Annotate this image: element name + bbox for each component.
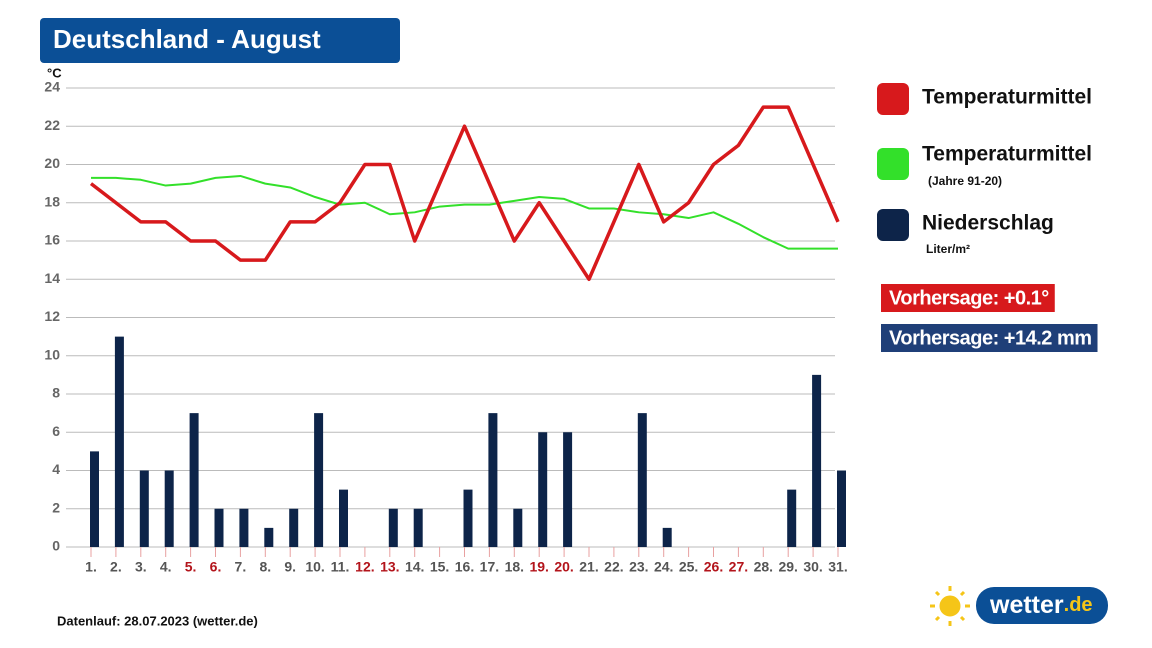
bar — [90, 451, 99, 547]
bar — [314, 413, 324, 547]
x-tick-label: 5. — [185, 559, 197, 575]
y-tick-label: 2 — [52, 499, 60, 515]
bar — [563, 432, 573, 547]
x-tick-label: 14. — [405, 559, 424, 575]
x-tick-label: 20. — [554, 559, 573, 575]
annotation-box — [881, 324, 1098, 352]
x-tick-label: 12. — [355, 559, 374, 575]
bar — [538, 432, 548, 547]
y-tick-label: 0 — [52, 538, 60, 554]
legend-note: (Jahre 91-20) — [928, 174, 1002, 188]
x-tick-label: 17. — [480, 559, 499, 575]
legend-swatch — [877, 148, 909, 180]
x-tick-label: 25. — [679, 559, 698, 575]
legend-swatch — [877, 83, 909, 115]
bar — [413, 508, 423, 547]
logo-name: wetter — [989, 591, 1064, 619]
x-tick-label: 1. — [85, 559, 97, 575]
x-tick-label: 15. — [430, 559, 449, 575]
legend-swatch — [877, 209, 909, 241]
logo: wetter.de — [989, 591, 1093, 619]
y-tick-label: 14 — [44, 270, 60, 286]
bar — [139, 470, 149, 547]
x-tick-label: 26. — [704, 559, 723, 575]
bar — [837, 470, 846, 547]
bar — [114, 336, 124, 547]
legend-label: Niederschlag — [922, 212, 1054, 235]
x-tick-label: 7. — [235, 559, 247, 575]
bar — [239, 508, 249, 547]
x-tick-label: 18. — [505, 559, 524, 575]
x-tick-label: 27. — [729, 559, 748, 575]
annotation: Vorhersage: +0.1° — [889, 287, 1049, 309]
chart-title: Deutschland - August — [53, 24, 321, 54]
x-tick-label: 31. — [828, 559, 847, 575]
legend-label: Temperaturmittel — [922, 86, 1092, 109]
annotation-box — [881, 284, 1055, 312]
x-tick-label: 9. — [284, 559, 296, 575]
y-tick-label: 18 — [44, 193, 60, 209]
y-tick-label: 8 — [52, 385, 60, 401]
y-axis-label: °C — [47, 65, 62, 80]
y-tick-label: 6 — [52, 423, 60, 439]
legend-note: Liter/m² — [926, 242, 970, 256]
line — [91, 174, 838, 250]
x-tick-label: 30. — [803, 559, 822, 575]
x-tick-label: 19. — [529, 559, 548, 575]
y-tick-label: 12 — [44, 308, 60, 324]
title-box — [40, 18, 400, 63]
bar — [662, 527, 672, 547]
logo-box — [976, 587, 1108, 624]
x-tick-label: 3. — [135, 559, 147, 575]
x-tick-label: 29. — [778, 559, 797, 575]
x-tick-label: 8. — [259, 559, 271, 575]
logo-sun — [930, 586, 970, 626]
bar — [488, 413, 498, 547]
legend-label: Temperaturmittel — [922, 143, 1092, 166]
bar — [264, 527, 274, 547]
x-tick-label: 2. — [110, 559, 122, 575]
annotation: Vorhersage: +14.2 mm — [889, 327, 1092, 349]
x-tick-label: 22. — [604, 559, 623, 575]
x-tick-label: 16. — [455, 559, 474, 575]
x-tick-label: 21. — [579, 559, 598, 575]
footer: Datenlauf: 28.07.2023 (wetter.de) — [57, 613, 258, 628]
y-tick-label: 20 — [44, 155, 60, 171]
bar — [463, 489, 473, 547]
bar — [787, 489, 797, 547]
bar — [214, 508, 224, 547]
bar — [812, 374, 822, 547]
bar — [164, 470, 174, 547]
y-tick-label: 22 — [44, 117, 60, 133]
bar — [388, 508, 398, 547]
bar — [339, 489, 348, 547]
bar — [189, 413, 199, 547]
x-tick-label: 6. — [210, 559, 222, 575]
x-tick-label: 13. — [380, 559, 399, 575]
x-tick-label: 23. — [629, 559, 648, 575]
y-tick-label: 10 — [44, 346, 60, 362]
bar — [513, 508, 523, 547]
y-tick-label: 4 — [52, 461, 60, 477]
bar — [289, 508, 299, 547]
x-tick-label: 24. — [654, 559, 673, 575]
x-tick-label: 4. — [160, 559, 172, 575]
line — [89, 105, 840, 281]
logo-suffix: .de — [1064, 594, 1093, 616]
y-tick-label: 24 — [44, 79, 60, 95]
bar — [637, 413, 647, 547]
y-tick-label: 16 — [44, 232, 60, 248]
x-tick-label: 11. — [331, 559, 350, 575]
x-tick-label: 10. — [305, 559, 324, 575]
x-tick-label: 28. — [754, 559, 773, 575]
